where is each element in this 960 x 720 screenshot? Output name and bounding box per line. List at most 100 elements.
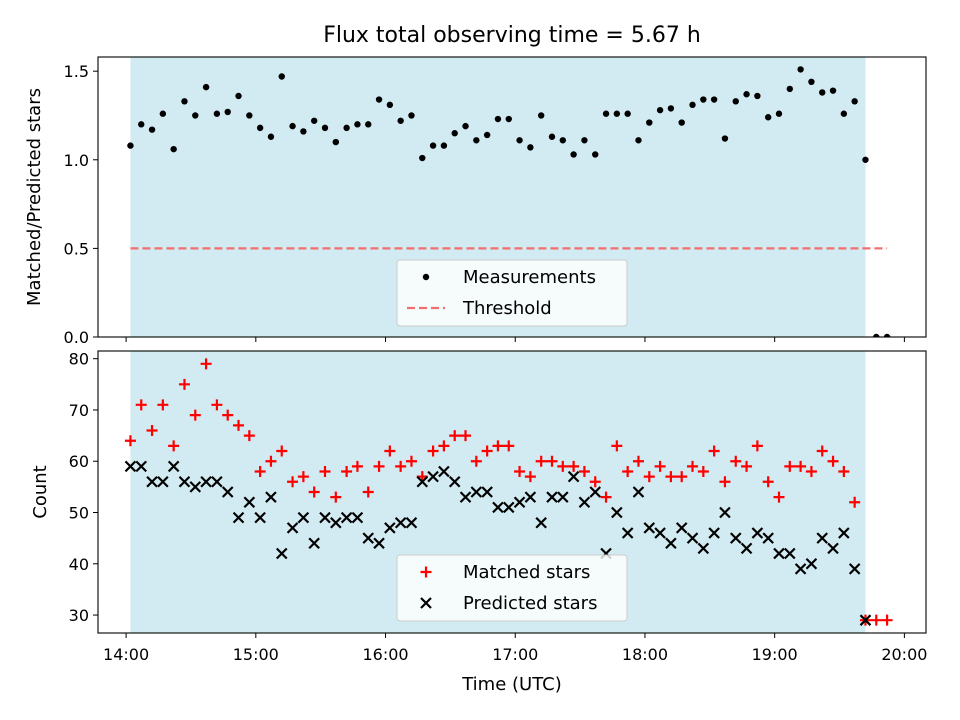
measurement-point [602,110,610,117]
predicted-star-point [784,547,796,560]
y-tick-label: 40 [69,555,89,574]
predicted-star-point [621,527,634,539]
measurement-point [786,85,794,93]
x-tick-label: 15:00 [233,645,279,664]
predicted-star-point [275,547,288,560]
predicted-star-point [308,537,320,550]
measurement-point [548,133,556,140]
predicted-star-point [762,532,774,544]
predicted-star-point [394,516,407,529]
predicted-star-point [859,614,872,626]
x-tick-label: 16:00 [362,645,408,664]
matched-star-point [881,614,893,626]
matched-star-point [730,455,742,467]
predicted-star-point [319,511,331,524]
matched-star-point [654,460,666,472]
legend-marker-swatch [420,597,432,609]
matched-star-point [762,476,774,488]
matched-star-point [676,471,688,483]
matched-star-point [632,455,644,467]
y-tick-label: 0.0 [64,328,89,347]
matched-star-point [405,455,417,467]
matched-star-point [481,445,493,457]
measurement-point [527,144,534,151]
matched-star-point [341,465,353,477]
measurement-point [840,110,848,117]
measurement-point [159,110,167,117]
predicted-star-point [686,532,699,544]
matched-star-point [751,440,763,452]
predicted-star-point [286,522,299,534]
matched-star-point [719,476,731,488]
legend-label: Matched stars [463,562,590,583]
measurement-point [851,98,858,105]
measurement-point [429,142,437,149]
measurement-point [808,78,815,86]
predicted-star-point [794,563,807,575]
matched-star-point [157,399,169,411]
matched-star-point [373,460,385,472]
matched-star-point [222,409,234,421]
matched-star-point [287,476,299,488]
matched-star-point [243,430,255,442]
matched-star-point [124,435,136,447]
top-panel-flux-ratio: 0.0 0.5 1.0 1.5 Matched/Predicted stars Measu… [24,56,927,347]
predicted-star-point [362,532,375,544]
matched-star-point [449,430,461,442]
measurement-point [732,98,739,105]
predicted-star-point [146,475,158,488]
predicted-star-point [751,527,764,539]
y-axis-label: Count [30,465,51,518]
predicted-star-point [416,475,429,488]
predicted-star-point [351,511,364,524]
predicted-star-point [405,516,418,529]
y-tick-label: 1.5 [64,62,89,81]
legend-label: Predicted stars [463,593,597,614]
y-axis-label: Matched/Predicted stars [24,88,45,306]
predicted-star-point [513,496,526,509]
predicted-star-point [675,522,688,534]
measurement-point [332,138,340,146]
matched-star-point [568,460,580,472]
legend-box [396,554,628,622]
matched-star-point [546,455,558,467]
matched-star-point [589,476,601,488]
matched-star-point [503,440,515,452]
matched-star-point [460,430,472,442]
measurement-point [559,137,567,144]
y-tick-label: 30 [69,606,89,625]
x-tick-label: 19:00 [752,645,798,664]
matched-star-point [189,409,201,421]
predicted-star-point [805,558,818,570]
matched-star-point [838,465,850,477]
matched-star-point [178,378,190,390]
predicted-star-point [448,475,461,488]
measurement-point [862,156,869,163]
y-tick-label: 50 [69,504,89,523]
bottom-panel-counts: 30 40 50 60 70 80 14:00 15:00 16:00 17:00 18:00 19:… [30,350,927,664]
measurement-point [635,137,642,144]
predicted-star-point [654,527,666,539]
matched-star-point [622,465,634,477]
measurement-point [397,117,404,124]
matched-star-point [600,491,612,503]
measurement-point [213,110,221,117]
matched-star-point [492,440,504,452]
predicted-star-point [373,537,385,550]
measurement-point [138,121,145,128]
measurement-point [224,108,231,116]
predicted-star-point [189,481,202,493]
matched-star-point [254,465,266,477]
matched-star-point [708,445,720,457]
measurement-point [797,66,804,73]
x-tick-label: 20:00 [881,645,927,664]
matched-star-point [308,486,320,498]
measurement-point [278,73,285,80]
measurement-point [300,128,307,135]
measurement-point [829,87,837,94]
matched-star-point [470,455,482,467]
measurement-point [256,124,264,132]
measurement-point [754,92,761,100]
plot-area [124,358,893,626]
